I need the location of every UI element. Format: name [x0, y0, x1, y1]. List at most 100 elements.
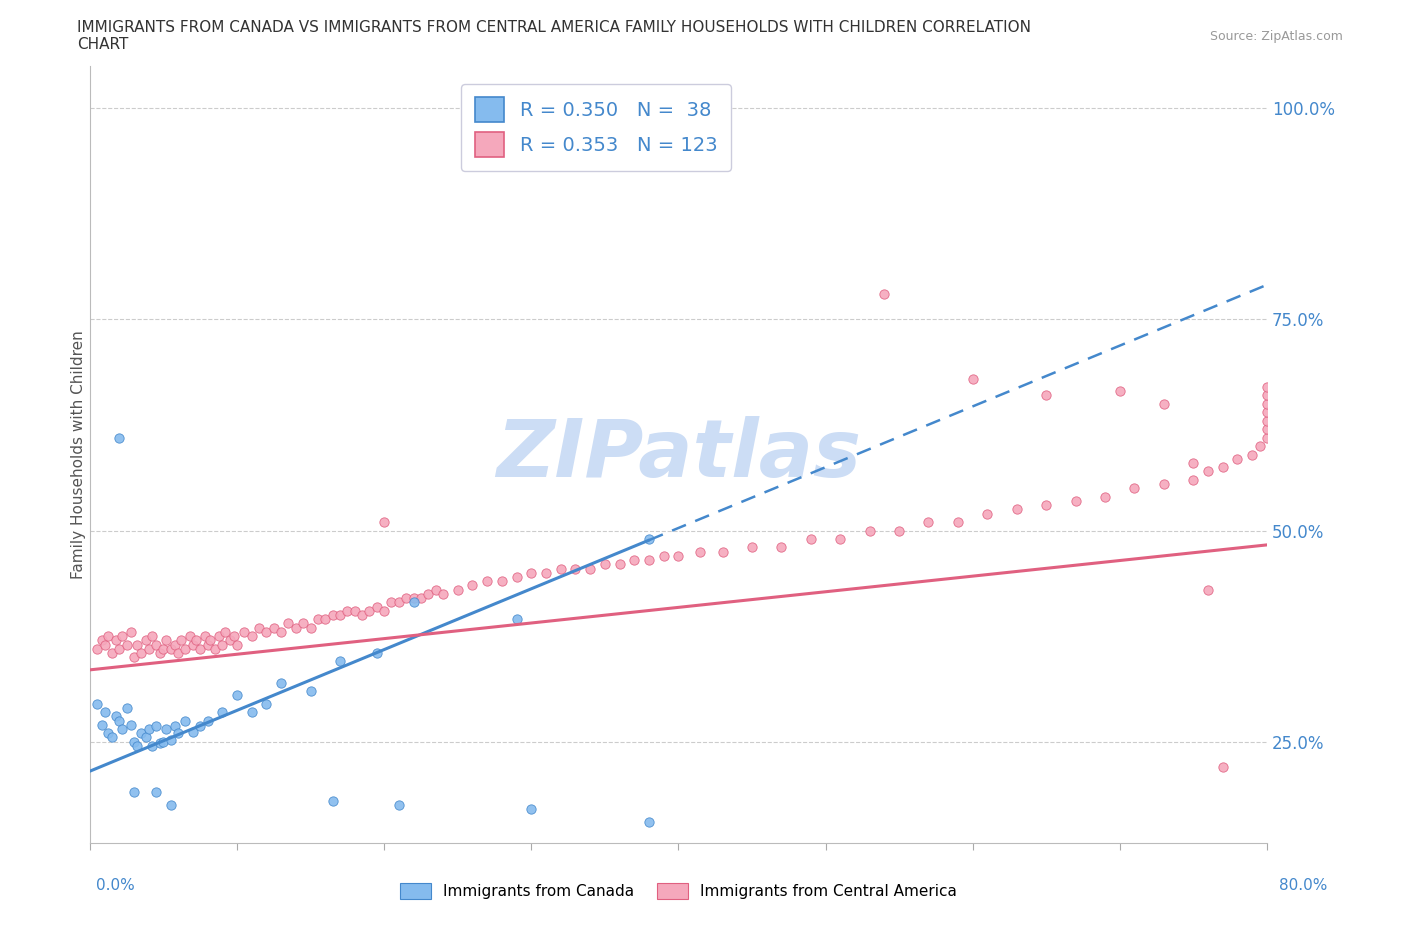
- Point: [284, 620, 307, 635]
- Point: [188, 719, 211, 734]
- Point: [1256, 396, 1278, 411]
- Point: [329, 607, 352, 622]
- Point: [1005, 502, 1028, 517]
- Point: [226, 688, 249, 703]
- Point: [208, 629, 231, 644]
- Point: [366, 645, 388, 660]
- Point: [93, 705, 115, 720]
- Point: [226, 637, 249, 652]
- Point: [152, 642, 174, 657]
- Point: [174, 713, 197, 728]
- Text: ZIPatlas: ZIPatlas: [496, 416, 860, 494]
- Point: [120, 624, 142, 639]
- Point: [211, 637, 233, 652]
- Point: [322, 607, 344, 622]
- Text: Source: ZipAtlas.com: Source: ZipAtlas.com: [1209, 30, 1343, 43]
- Point: [373, 604, 395, 618]
- Point: [194, 629, 217, 644]
- Point: [101, 645, 124, 660]
- Point: [388, 798, 411, 813]
- Point: [125, 738, 148, 753]
- Point: [108, 431, 131, 445]
- Point: [145, 637, 167, 652]
- Point: [86, 642, 108, 657]
- Point: [86, 697, 108, 711]
- Point: [689, 544, 711, 559]
- Point: [373, 514, 395, 529]
- Point: [108, 713, 131, 728]
- Point: [277, 616, 299, 631]
- Point: [1256, 422, 1278, 437]
- Point: [197, 713, 219, 728]
- Point: [623, 552, 645, 567]
- Point: [105, 633, 128, 648]
- Point: [388, 595, 411, 610]
- Point: [579, 561, 602, 576]
- Point: [366, 599, 388, 614]
- Point: [638, 552, 661, 567]
- Point: [167, 645, 190, 660]
- Point: [1197, 582, 1219, 597]
- Point: [550, 561, 572, 576]
- Point: [638, 815, 661, 830]
- Point: [149, 645, 172, 660]
- Point: [254, 697, 277, 711]
- Point: [962, 371, 984, 386]
- Point: [1212, 459, 1234, 474]
- Point: [122, 734, 145, 749]
- Point: [505, 569, 527, 584]
- Point: [1064, 494, 1087, 509]
- Point: [1212, 760, 1234, 775]
- Point: [159, 642, 181, 657]
- Point: [181, 637, 204, 652]
- Point: [505, 612, 527, 627]
- Point: [609, 557, 631, 572]
- Point: [425, 582, 447, 597]
- Point: [108, 642, 131, 657]
- Point: [299, 620, 322, 635]
- Point: [138, 722, 160, 737]
- Point: [145, 719, 167, 734]
- Point: [666, 549, 689, 564]
- Point: [111, 629, 134, 644]
- Point: [299, 684, 322, 698]
- Point: [770, 540, 793, 555]
- Point: [131, 725, 153, 740]
- Point: [159, 798, 181, 813]
- Point: [96, 725, 118, 740]
- Point: [1182, 456, 1205, 471]
- Point: [314, 612, 336, 627]
- Point: [402, 595, 425, 610]
- Point: [179, 629, 201, 644]
- Point: [90, 633, 112, 648]
- Point: [218, 633, 240, 648]
- Text: 80.0%: 80.0%: [1279, 878, 1327, 893]
- Point: [447, 582, 470, 597]
- Point: [149, 736, 172, 751]
- Point: [222, 629, 245, 644]
- Point: [200, 633, 222, 648]
- Point: [520, 565, 543, 580]
- Point: [593, 557, 616, 572]
- Point: [197, 637, 219, 652]
- Point: [211, 705, 233, 720]
- Point: [111, 722, 134, 737]
- Point: [329, 654, 352, 669]
- Point: [254, 624, 277, 639]
- Point: [159, 733, 181, 748]
- Point: [380, 595, 402, 610]
- Point: [1035, 388, 1057, 403]
- Point: [120, 717, 142, 732]
- Point: [976, 506, 998, 521]
- Point: [155, 633, 177, 648]
- Point: [240, 705, 263, 720]
- Point: [135, 730, 157, 745]
- Text: CHART: CHART: [77, 37, 129, 52]
- Point: [1256, 413, 1278, 428]
- Point: [115, 700, 138, 715]
- Point: [1249, 439, 1271, 454]
- Point: [263, 620, 285, 635]
- Text: IMMIGRANTS FROM CANADA VS IMMIGRANTS FROM CENTRAL AMERICA FAMILY HOUSEHOLDS WITH: IMMIGRANTS FROM CANADA VS IMMIGRANTS FRO…: [77, 20, 1032, 35]
- Point: [141, 629, 163, 644]
- Point: [93, 637, 115, 652]
